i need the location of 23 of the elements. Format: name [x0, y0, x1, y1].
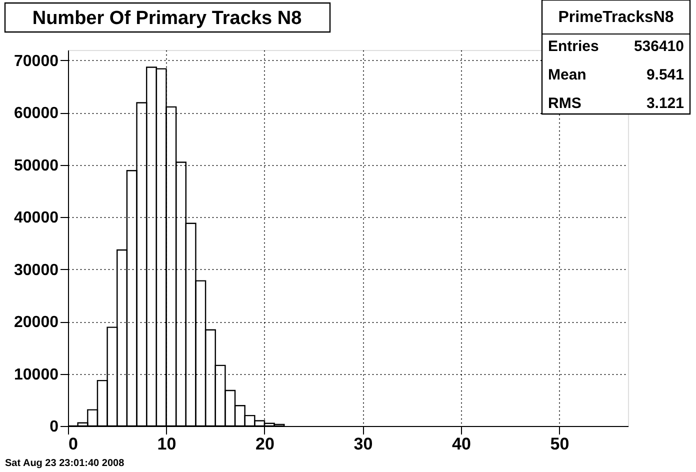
x-tick-label: 30 — [354, 434, 373, 454]
text: PrimeTracksN8 — [558, 9, 674, 26]
annotation: Mean — [548, 66, 586, 84]
y-tick-label: 60000 — [14, 105, 59, 122]
text: Sat Aug 23 23:01:40 2008 — [5, 458, 125, 469]
text: 9.541 — [646, 66, 684, 84]
y-tick-label: 10000 — [14, 366, 59, 384]
text: 536410 — [634, 38, 684, 55]
annotation: RMS — [548, 95, 582, 112]
x-tick-label: 0 — [68, 434, 78, 454]
x-tick-label: 50 — [550, 434, 570, 454]
y-tick-label: 30000 — [14, 262, 59, 279]
text: 3.121 — [646, 95, 684, 112]
annotation: Entries — [548, 38, 599, 55]
x-tick-label: 10 — [157, 434, 176, 454]
y-tick-label: 70000 — [14, 52, 59, 70]
y-tick-label: 0 — [50, 418, 59, 436]
y-tick-label: 40000 — [14, 210, 59, 227]
y-tick-label: 20000 — [14, 314, 59, 332]
chart-title: Number Of Primary Tracks N8 — [32, 8, 302, 29]
x-tick-label: 40 — [452, 434, 471, 454]
x-tick-label: 20 — [256, 434, 274, 454]
y-tick-label: 50000 — [14, 157, 59, 174]
